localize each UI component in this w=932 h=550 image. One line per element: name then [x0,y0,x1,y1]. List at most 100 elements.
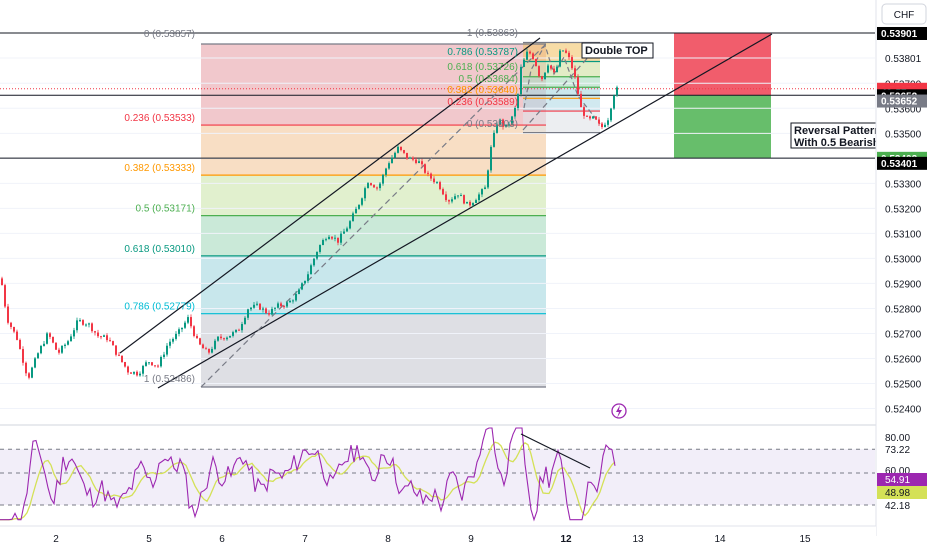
candle-body [133,371,135,374]
candle-body [400,146,402,151]
candle-body [475,200,477,203]
price-badge-label: 0.53401 [881,159,918,170]
fib-small-level-label: 0.236 (0.53589) [447,97,518,108]
candle-body [430,173,432,179]
price-badge[interactable] [877,26,927,40]
candle-body [163,354,165,357]
candle-body [532,53,534,59]
rsi-divergence-line[interactable] [520,433,591,469]
candle-body [517,94,519,109]
candle-body [82,320,84,325]
candle-body [445,194,447,201]
candle-body [580,93,582,108]
candle-body [4,285,6,307]
price-badge-label: 0.53901 [881,29,918,40]
fib-zone [201,255,546,314]
candle-body [562,50,564,52]
candle-body [586,115,588,117]
fib-level-label: 0.786 (0.52779) [124,302,195,313]
candle-body [541,76,543,80]
candle-body [361,198,363,205]
currency-label[interactable]: CHF [894,10,915,21]
fib-small-level-label: 0.786 (0.53787) [447,47,518,58]
candle-body [346,228,348,232]
candle-body [526,51,528,60]
candle-body [520,66,522,95]
price-tick-label: 0.52600 [885,354,922,365]
grid [0,57,875,410]
rsi-band [0,449,875,505]
candle-body [130,372,132,374]
candle-body [187,317,189,323]
candle-body [595,116,597,120]
price-tick-label: 0.52500 [885,379,922,390]
candle-body [304,280,306,284]
candle-body [112,341,114,346]
candle-body [205,348,207,350]
candle-body [115,345,117,355]
candle-body [484,187,486,190]
candle-body [85,324,87,326]
candle-body [577,76,579,94]
candle-body [274,307,276,309]
candle-body [268,313,270,315]
currency-button[interactable] [881,3,927,25]
candle-body [448,200,450,202]
double-top-path[interactable] [523,43,601,125]
candle-body [10,322,12,327]
upper-channel-line[interactable] [119,37,541,354]
candle-body [460,195,462,197]
price-axis[interactable]: CHF0.538010.537000.536000.535000.534000.… [875,0,932,550]
candle-body [238,329,240,331]
fib-level-label: 0.5 (0.53171) [136,204,196,215]
double-top-label[interactable]: Double TOP [585,45,648,57]
candle-body [169,341,171,346]
time-axis[interactable]: 2 5 6 7 8 9 12 13 14 15 [0,525,876,550]
candle-body [574,68,576,77]
candle-body [106,335,108,341]
reversal-label-line1[interactable]: Reversal Pattern [794,125,881,137]
candle-body [550,65,552,69]
candle-body [379,183,381,189]
candle-body [502,119,504,127]
candle-body [496,124,498,133]
price-badge[interactable] [877,94,927,108]
reversal-label-line2[interactable]: With 0.5 Bearish [794,137,880,149]
candle-body [244,317,246,325]
candle-body [394,152,396,158]
reversal-box[interactable] [790,122,878,149]
candle-body [451,199,453,202]
candle-body [217,336,219,341]
candle-body [49,333,51,337]
candle-body [118,354,120,356]
candle-body [241,324,243,331]
candle-body [391,157,393,164]
candle-body [466,201,468,204]
rsi-tick-label: 60.00 [885,466,910,477]
horizontal-levels[interactable] [0,32,875,159]
trend-drawings[interactable] [119,33,773,389]
candle-body [226,337,228,340]
candles [1,48,618,380]
candle-body [190,317,192,327]
candle-body [307,274,309,281]
price-tick-label: 0.53000 [885,254,922,265]
candle-body [487,170,489,188]
fib-zone [201,44,546,126]
candle-body [16,331,18,340]
double-top-box[interactable] [581,42,654,59]
price-badge[interactable] [877,156,927,170]
lower-channel-line[interactable] [157,33,773,389]
candle-body [604,124,606,128]
candle-body [568,52,570,58]
time-label: 14 [714,534,726,545]
price-tick-label: 0.52800 [885,304,922,315]
candle-body [472,202,474,206]
candle-body [175,333,177,339]
candle-body [67,341,69,345]
candle-body [235,329,237,333]
candle-body [61,345,63,353]
candle-body [310,265,312,275]
